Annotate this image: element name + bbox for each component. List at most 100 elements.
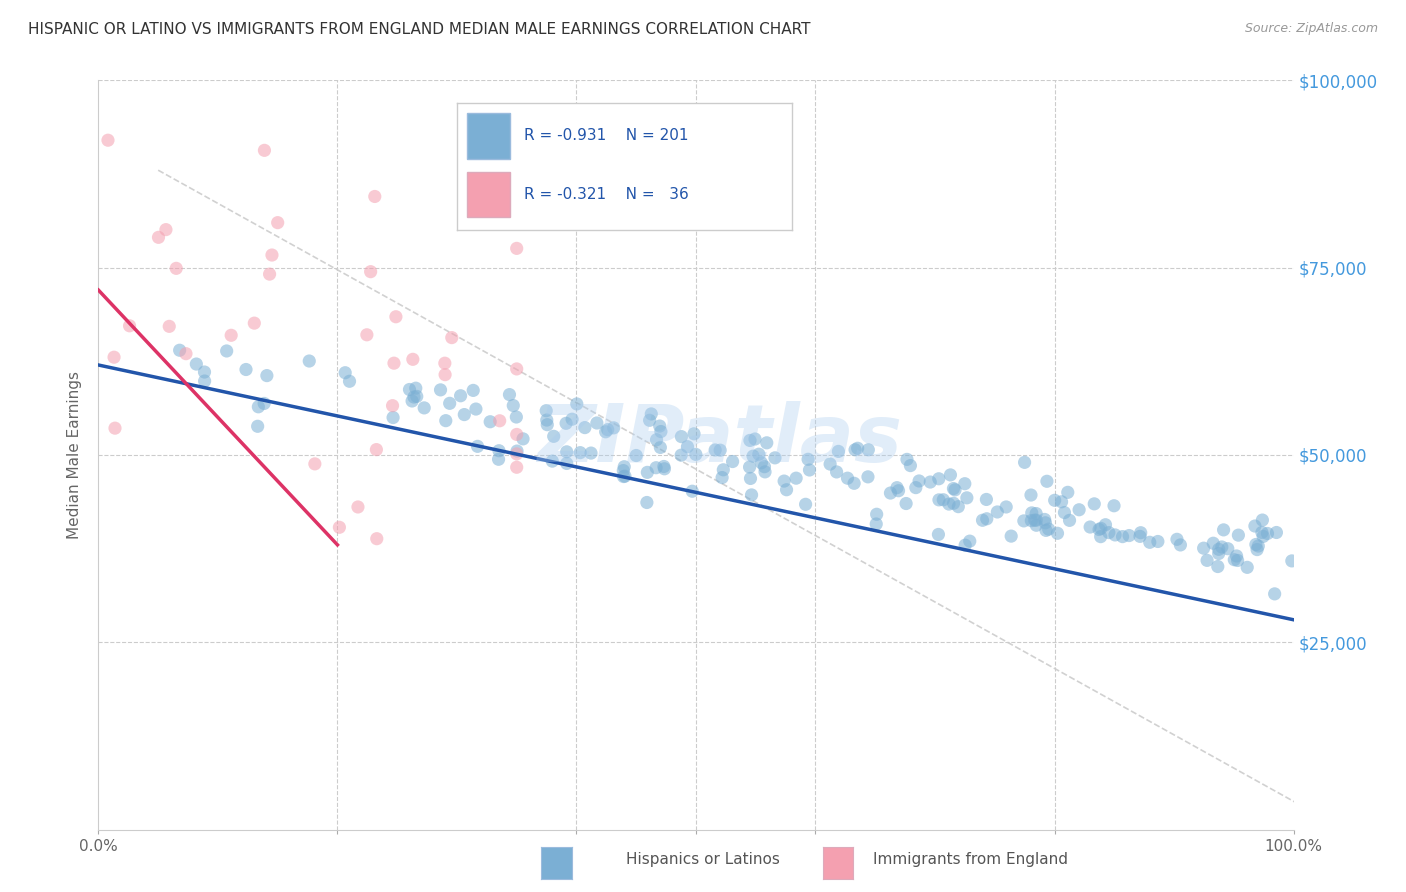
- Point: [488, 443, 510, 458]
- Point: [97, 133, 120, 147]
- Point: [794, 497, 817, 511]
- Point: [498, 387, 520, 401]
- Point: [382, 410, 405, 425]
- Point: [1202, 536, 1225, 550]
- Point: [1025, 513, 1047, 527]
- Point: [506, 447, 529, 461]
- Point: [1014, 455, 1036, 469]
- Point: [948, 500, 970, 514]
- Point: [506, 241, 529, 255]
- Point: [1021, 506, 1043, 520]
- Point: [894, 496, 917, 510]
- Point: [1246, 542, 1268, 557]
- Point: [440, 330, 463, 344]
- Point: [995, 500, 1018, 514]
- Point: [1223, 552, 1246, 566]
- Point: [434, 368, 457, 382]
- Point: [645, 433, 668, 447]
- Point: [1256, 526, 1278, 541]
- Point: [652, 459, 675, 474]
- Point: [904, 481, 927, 495]
- Point: [959, 534, 981, 549]
- Point: [364, 189, 387, 203]
- Point: [1090, 521, 1112, 535]
- Point: [721, 454, 744, 468]
- Point: [1265, 525, 1288, 540]
- Point: [569, 445, 592, 459]
- Point: [669, 448, 692, 462]
- Point: [193, 365, 215, 379]
- Point: [328, 520, 350, 534]
- Point: [536, 413, 558, 427]
- Point: [360, 265, 382, 279]
- Point: [157, 319, 180, 334]
- Point: [1139, 535, 1161, 549]
- Point: [1050, 495, 1073, 509]
- Y-axis label: Median Male Earnings: Median Male Earnings: [67, 371, 83, 539]
- Point: [1226, 553, 1249, 567]
- Point: [751, 456, 773, 470]
- Point: [579, 446, 602, 460]
- Point: [755, 435, 778, 450]
- Point: [709, 443, 731, 458]
- Point: [939, 467, 962, 482]
- Point: [1211, 540, 1233, 554]
- Point: [956, 491, 979, 505]
- Point: [648, 419, 671, 434]
- Point: [681, 484, 703, 499]
- Point: [506, 460, 529, 475]
- Point: [155, 222, 177, 236]
- Point: [401, 394, 423, 409]
- Point: [1043, 493, 1066, 508]
- Point: [574, 420, 596, 434]
- Point: [740, 471, 762, 485]
- Point: [1208, 542, 1230, 557]
- Point: [886, 481, 908, 495]
- Point: [1129, 529, 1152, 543]
- Point: [1056, 485, 1078, 500]
- Point: [976, 492, 998, 507]
- Point: [953, 476, 976, 491]
- Point: [304, 457, 326, 471]
- Point: [844, 442, 866, 457]
- Point: [613, 469, 636, 483]
- Point: [602, 421, 624, 435]
- Point: [398, 383, 420, 397]
- Point: [382, 356, 405, 370]
- Point: [247, 400, 270, 414]
- Point: [654, 462, 676, 476]
- Point: [596, 423, 619, 437]
- Point: [818, 457, 841, 471]
- Point: [502, 399, 524, 413]
- Point: [356, 327, 378, 342]
- Point: [1251, 513, 1274, 527]
- Point: [932, 492, 955, 507]
- Text: Immigrants from England: Immigrants from England: [873, 852, 1067, 867]
- Point: [797, 452, 820, 467]
- Point: [543, 429, 565, 443]
- Point: [1264, 587, 1286, 601]
- Point: [219, 328, 242, 343]
- Point: [612, 469, 634, 483]
- Point: [256, 368, 278, 383]
- Point: [561, 412, 583, 426]
- Point: [1046, 526, 1069, 541]
- Point: [1147, 534, 1170, 549]
- Point: [253, 396, 276, 410]
- Point: [1033, 512, 1056, 526]
- Point: [636, 466, 658, 480]
- Point: [1025, 518, 1047, 533]
- Point: [738, 460, 761, 475]
- Point: [335, 366, 357, 380]
- Point: [450, 389, 472, 403]
- Point: [754, 459, 776, 474]
- Point: [385, 310, 408, 324]
- Point: [842, 476, 865, 491]
- Point: [506, 362, 529, 376]
- Point: [169, 343, 191, 358]
- Point: [825, 465, 848, 479]
- Point: [1208, 547, 1230, 561]
- Point: [565, 397, 588, 411]
- Point: [1059, 513, 1081, 527]
- Point: [1244, 519, 1267, 533]
